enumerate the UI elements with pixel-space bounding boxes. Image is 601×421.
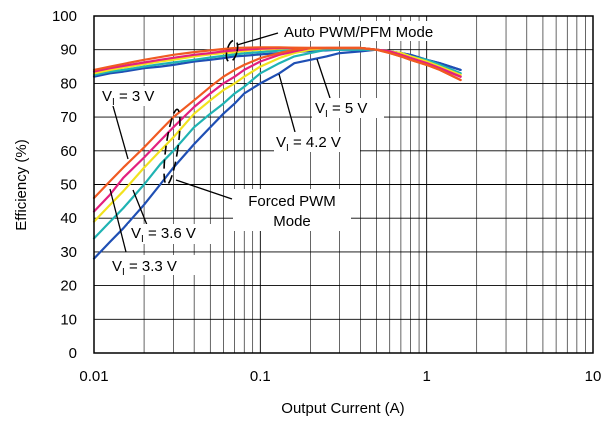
x-tick-label: 0.1 [250,368,271,385]
y-tick-label: 10 [60,311,77,328]
forced-mode-pointer [175,179,233,200]
v42-label-bg [274,132,360,152]
plot-frame [93,15,594,354]
auto-mode-pointer [236,32,279,46]
auto-mode-label-bg [279,21,471,41]
x-tick-label: 0.01 [79,368,108,385]
v5-label-sub: I [325,109,328,120]
v36-label-sub: I [141,234,144,245]
forced-mode-label-bg [233,189,351,231]
v42-label: VI = 4.2 V [276,134,341,154]
v36-label: VI = 3.6 V [131,225,196,245]
v36-pointer [132,189,148,226]
v42-pointer [278,73,296,133]
v36-label-bg [128,224,216,244]
series-line-auto-mode [92,46,462,82]
y-tick-label: 30 [60,244,77,261]
series-line [92,46,462,213]
v42-label-prefix: V [276,134,286,151]
grid [94,16,593,353]
v3-label-sub: I [112,97,115,108]
y-tick-label: 40 [60,210,77,227]
y-tick-label: 20 [60,278,77,295]
y-tick-label: 50 [60,177,77,194]
v36-label-prefix: V [131,225,141,242]
v3-label-bg [101,86,165,106]
v33-label-value: = 3.3 V [125,258,177,275]
v33-label: VI = 3.3 V [112,258,177,278]
v3-label: VI = 3 V [102,88,154,108]
y-tick-label: 90 [60,42,77,59]
forced-mode-label-line2: Mode [273,213,311,230]
v5-label-value: = 5 V [328,100,368,117]
x-axis-title: Output Current (A) [281,400,404,417]
y-tick-label: 60 [60,143,77,160]
forced-mode-ellipse [163,108,181,186]
y-tick-label: 100 [52,8,77,25]
v33-pointer [109,188,127,253]
auto-mode-label: Auto PWM/PFM Mode [284,24,433,41]
v5-pointer [316,58,331,99]
y-tick-label: 70 [60,109,77,126]
y-tick-label: 80 [60,75,77,92]
v33-label-bg [111,255,197,275]
v42-label-value: = 4.2 V [289,134,341,151]
series-layer [92,46,462,260]
v3-pointer [112,105,129,160]
v3-label-prefix: V [102,88,112,105]
forced-mode-label-line1: Forced PWM [248,193,336,210]
v33-label-prefix: V [112,258,122,275]
v33-label-sub: I [122,267,125,278]
series-line [92,46,462,200]
v5-label-prefix: V [315,100,325,117]
x-tick-label: 10 [585,368,601,385]
v3-label-value: = 3 V [115,88,155,105]
v5-label-bg [312,98,384,118]
v42-label-sub: I [286,143,289,154]
v36-label-value: = 3.6 V [144,225,196,242]
x-tick-label: 1 [422,368,430,385]
y-axis-title: Efficiency (%) [13,139,30,230]
y-tick-label: 0 [69,345,77,362]
v5-label: VI = 5 V [315,100,367,120]
